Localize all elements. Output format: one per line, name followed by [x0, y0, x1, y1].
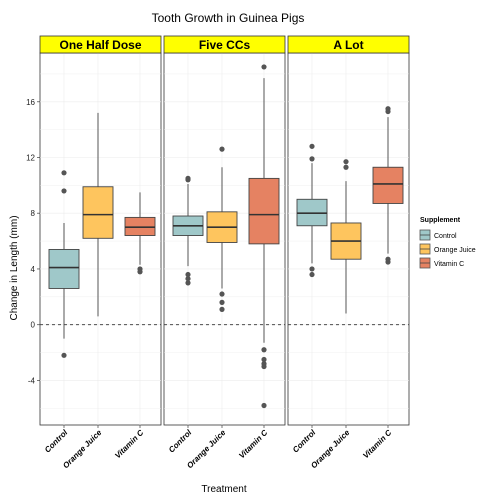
outlier-point: [385, 106, 391, 112]
x-tick-label: Vitamin C: [113, 428, 145, 460]
x-tick-label: Control: [167, 428, 194, 455]
outlier-point: [261, 402, 267, 409]
outlier-point: [185, 280, 191, 286]
legend-label: Vitamin C: [434, 261, 464, 268]
outlier-point: [185, 271, 191, 278]
y-tick-label: 0: [31, 321, 36, 330]
outlier-point: [219, 291, 225, 297]
outlier-point: [343, 159, 349, 165]
chart-title: Tooth Growth in Guinea Pigs: [152, 11, 305, 25]
panel-background: [39, 52, 162, 426]
y-tick-label: 16: [26, 98, 35, 107]
box-orange-juice: [330, 159, 362, 314]
outlier-point: [185, 276, 191, 282]
strip-label: Five CCs: [199, 38, 251, 52]
strip-background: [39, 35, 162, 54]
outlier-point: [61, 352, 67, 358]
x-tick-label: Vitamin C: [361, 428, 393, 460]
outlier-point: [61, 188, 67, 194]
outlier-point: [261, 363, 267, 370]
outlier-point: [137, 266, 143, 272]
outlier-point: [309, 143, 315, 149]
y-axis-title: Change in Length (mm): [9, 215, 20, 320]
legend: Supplement Control Orange Juice Vitamin C: [419, 217, 476, 269]
x-tick-label: Control: [43, 428, 70, 455]
legend-entry: Vitamin C: [419, 257, 464, 269]
strip-background: [163, 35, 286, 54]
outlier-point: [219, 299, 225, 305]
box-control: [48, 170, 80, 358]
box-body: [372, 166, 404, 204]
x-tick-label: Vitamin C: [237, 428, 269, 460]
y-tick-label: 12: [26, 153, 35, 162]
outlier-point: [185, 175, 191, 181]
box-vitamin-c: [372, 106, 404, 265]
outlier-point: [309, 266, 315, 272]
y-tick-label: -4: [28, 376, 36, 385]
box-body: [48, 248, 80, 289]
outlier-point: [385, 256, 391, 262]
box-control: [296, 143, 328, 278]
outlier-point: [219, 146, 225, 152]
box-vitamin-c: [248, 64, 280, 409]
box-control: [172, 175, 204, 286]
y-tick-label: 8: [31, 209, 36, 218]
legend-title: Supplement: [420, 217, 461, 224]
outlier-point: [61, 170, 67, 176]
strip-label: A Lot: [333, 38, 363, 52]
outlier-point: [261, 356, 267, 363]
box-orange-juice: [206, 146, 238, 312]
strip-label: One Half Dose: [59, 38, 141, 52]
box-vitamin-c: [124, 192, 156, 275]
outlier-point: [343, 164, 349, 170]
box-body: [248, 177, 280, 245]
legend-entries: Control Orange Juice Vitamin C: [419, 229, 476, 269]
outlier-point: [261, 347, 267, 353]
strip-background: [287, 35, 410, 54]
legend-label: Control: [434, 233, 457, 240]
outlier-point: [219, 306, 225, 312]
legend-label: Orange Juice: [434, 247, 476, 254]
legend-entry: Orange Juice: [419, 243, 476, 255]
outlier-point: [309, 271, 315, 278]
box-orange-juice: [82, 112, 114, 317]
x-tick-label: Control: [291, 428, 318, 455]
legend-entry: Control: [419, 229, 457, 241]
x-axis-title: Treatment: [201, 484, 246, 495]
outlier-point: [261, 64, 267, 70]
outlier-point: [309, 156, 315, 162]
y-tick-label: 4: [31, 265, 36, 274]
box-body: [82, 186, 114, 239]
